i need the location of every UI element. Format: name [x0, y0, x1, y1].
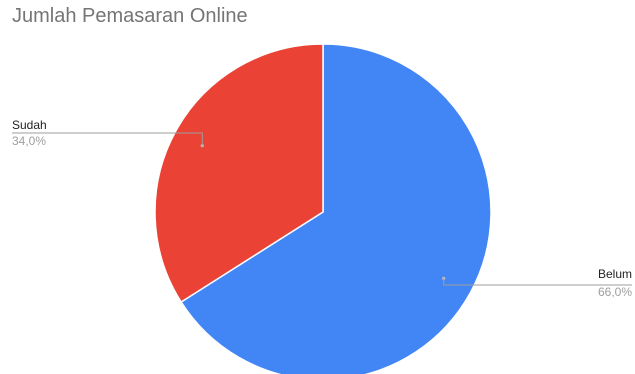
slice-percent-belum: 66,0% [598, 285, 632, 299]
slice-label-belum: Belum [598, 267, 632, 281]
slice-percent-sudah: 34,0% [12, 134, 46, 148]
slice-label-sudah: Sudah [12, 118, 47, 132]
pie-slices [155, 44, 491, 374]
